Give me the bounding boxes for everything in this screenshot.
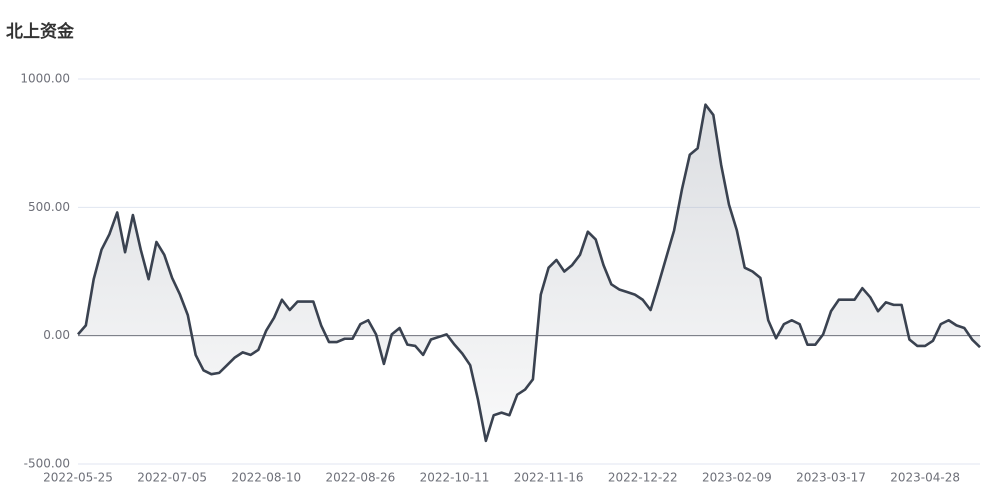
chart-title: 北上资金 bbox=[6, 21, 75, 42]
x-tick-label: 2022-05-25 bbox=[43, 471, 113, 485]
line-area bbox=[78, 104, 980, 441]
x-tick-label: 2022-08-26 bbox=[325, 471, 395, 485]
x-tick-label: 2022-11-16 bbox=[514, 471, 584, 485]
line bbox=[77, 103, 981, 443]
y-tick-label: 0.00 bbox=[43, 328, 70, 342]
x-tick-label: 2022-12-22 bbox=[608, 471, 678, 485]
x-tick-label: 2023-03-17 bbox=[796, 471, 866, 485]
x-tick-label: 2023-04-28 bbox=[890, 471, 960, 485]
y-tick-label: 500.00 bbox=[28, 200, 70, 214]
x-tick-label: 2023-02-09 bbox=[702, 471, 772, 485]
x-tick-label: 2022-07-05 bbox=[137, 471, 207, 485]
y-tick-label: -500.00 bbox=[24, 457, 70, 471]
y-tick-label: 1000.00 bbox=[20, 72, 70, 86]
x-tick-label: 2022-10-11 bbox=[420, 471, 490, 485]
x-tick-label: 2022-08-10 bbox=[231, 471, 301, 485]
